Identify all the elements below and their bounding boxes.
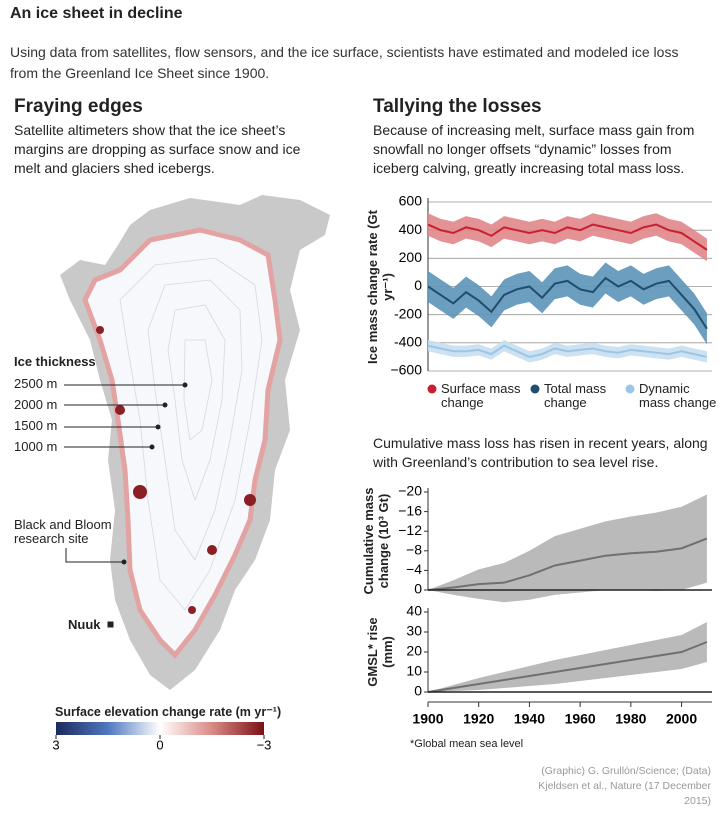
y-tick-label: 30 [406, 623, 422, 639]
map-description: Satellite altimeters show that the ice s… [14, 122, 301, 176]
y-axis-label: GMSL* rise (mm) [365, 617, 395, 687]
series-line [427, 537, 708, 591]
y-tick-label: 10 [406, 663, 422, 679]
y-tick-label: 0 [414, 277, 422, 293]
thickness-title: Ice thickness [14, 354, 96, 369]
x-tick-label: 1920 [463, 711, 494, 727]
intro: Using data from satellites, flow sensors… [10, 44, 679, 81]
contour [119, 257, 263, 611]
footnote: *Global mean sea level [410, 738, 524, 750]
thickness-label: 1500 m [14, 418, 60, 433]
hotspot [207, 545, 217, 555]
leader [65, 548, 124, 563]
hotspot [244, 494, 256, 506]
legend-swatch [625, 384, 635, 394]
y-tick-label: 200 [399, 249, 423, 265]
y-tick-label: 40 [406, 603, 422, 619]
x-tick-label: 1960 [565, 711, 596, 727]
page-title: An ice sheet in decline [10, 5, 183, 22]
legend-label: Dynamic mass change [639, 381, 717, 410]
y-axis-label: Ice mass change rate (Gt yr⁻¹) [365, 210, 395, 364]
uncertainty-band [428, 494, 707, 603]
colorbar-title: Surface elevation change rate (m yr⁻¹) [55, 705, 282, 719]
colorbar-tick-label: 0 [156, 737, 163, 752]
thickness-label: 1000 m [14, 439, 60, 454]
hotspots [96, 326, 256, 614]
site-label: Black and Bloom research site [14, 517, 112, 546]
leader-dot [155, 424, 161, 430]
y-tick-label: −16 [398, 502, 422, 518]
right-description: Because of increasing melt, surface mass… [373, 122, 695, 176]
contours [119, 257, 263, 611]
x-tick-label: 1900 [412, 711, 443, 727]
y-tick-label: −12 [398, 522, 422, 538]
legend-swatch [530, 384, 540, 394]
thickness-label: 2000 m [14, 397, 60, 412]
x-tick-label: 1980 [615, 711, 646, 727]
right-note: Cumulative mass loss has risen in recent… [373, 435, 708, 470]
y-tick-label: 0 [414, 683, 422, 699]
series-line [427, 344, 708, 358]
x-tick-label: 1940 [514, 711, 545, 727]
leader-dot [121, 559, 127, 565]
y-tick-label: -400 [394, 334, 422, 350]
city-label: Nuuk [68, 617, 101, 632]
credit: (Graphic) G. Grullón/Science; (Data) Kje… [538, 765, 711, 807]
uncertainty-band [428, 262, 707, 345]
colorbar [56, 722, 264, 735]
contour [183, 339, 213, 441]
series-line [427, 641, 708, 693]
leader-dot [182, 382, 188, 388]
series-line [427, 276, 708, 330]
hotspot [96, 326, 104, 334]
thickness-label: 2500 m [14, 376, 60, 391]
hotspot [188, 606, 196, 614]
y-tick-label: 400 [399, 221, 423, 237]
leader-dot [149, 444, 155, 450]
series-line [427, 223, 708, 251]
right-title: Tallying the losses [373, 96, 542, 117]
uncertainty-band [428, 622, 707, 692]
leader-dot [162, 402, 168, 408]
y-tick-label: −20 [398, 483, 422, 499]
hotspot [115, 405, 125, 415]
y-tick-label: 0 [414, 581, 422, 597]
y-tick-label: −600 [390, 362, 422, 378]
uncertainty-band [428, 213, 707, 262]
y-axis-label: Cumulative mass change (10³ Gt) [361, 487, 391, 595]
greenland-map [60, 195, 330, 690]
y-tick-label: −8 [406, 542, 422, 558]
ice-sheet [82, 227, 283, 659]
colorbar-tick-label: 3 [52, 737, 59, 752]
leaders [64, 382, 188, 628]
legend-label: Total mass change [544, 381, 607, 410]
y-tick-label: −4 [406, 561, 422, 577]
hotspot [133, 485, 147, 499]
city-marker [107, 621, 114, 628]
map-title: Fraying edges [14, 96, 143, 117]
legend-swatch [427, 384, 437, 394]
colorbar-tick-label: −3 [257, 737, 272, 752]
y-tick-label: -200 [394, 305, 422, 321]
y-tick-label: 20 [406, 643, 422, 659]
legend-label: Surface mass change [441, 381, 521, 410]
y-tick-label: 600 [399, 193, 423, 209]
contour [167, 304, 226, 502]
contour [147, 279, 243, 561]
x-tick-label: 2000 [666, 711, 697, 727]
